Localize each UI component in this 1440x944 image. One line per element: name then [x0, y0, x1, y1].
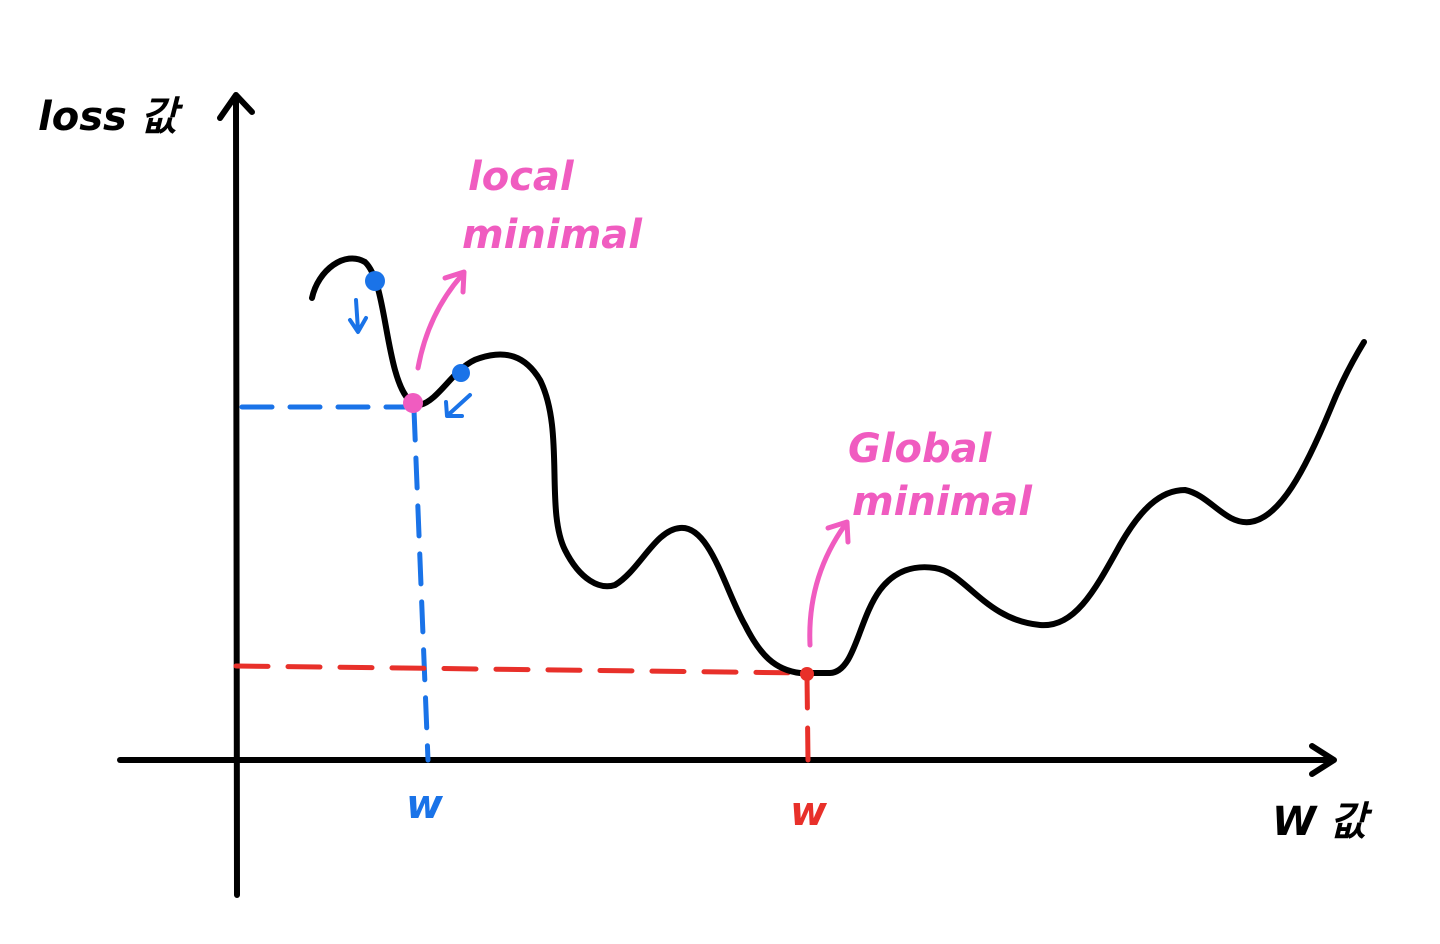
y-axis: [233, 97, 240, 898]
local-minimum-point: [403, 393, 423, 413]
global-vertical-guide: [804, 673, 811, 763]
local-minimal-annotation: local minimal: [462, 154, 643, 258]
global-minimal-annotation: Global minimal: [848, 426, 1033, 525]
start-point-right: [452, 364, 470, 382]
local-annotation-line2: minimal: [462, 212, 643, 258]
local-w-tick: w: [406, 782, 444, 828]
global-annotation-line2: minimal: [852, 479, 1033, 525]
local-annotation-line1: local: [468, 154, 575, 200]
global-minimum-point: [800, 667, 814, 681]
global-guides: [233, 663, 811, 763]
local-vertical-guide: [411, 407, 431, 763]
annotation-arrows: [415, 269, 851, 648]
axes: [117, 92, 1337, 898]
y-axis-arrowhead: [217, 92, 255, 121]
global-w-tick: w: [790, 789, 828, 835]
step-arrow-right: [444, 393, 472, 418]
global-horizontal-guide: [233, 663, 809, 676]
global-annotation-line1: Global: [848, 426, 993, 472]
y-axis-label: loss 값: [38, 94, 184, 140]
x-axis-label: W 값: [1272, 799, 1373, 845]
loss-curve: [309, 255, 1367, 676]
gradient-steps: [348, 271, 472, 418]
local-annotation-arrowhead: [442, 269, 467, 295]
global-annotation-arrowhead: [825, 519, 851, 545]
global-annotation-arrow: [807, 522, 848, 648]
x-axis-arrowhead: [1309, 743, 1337, 777]
local-guides: [239, 404, 431, 763]
step-arrow-left: [348, 298, 368, 334]
local-annotation-arrow: [415, 272, 465, 371]
start-point-left: [365, 271, 385, 291]
